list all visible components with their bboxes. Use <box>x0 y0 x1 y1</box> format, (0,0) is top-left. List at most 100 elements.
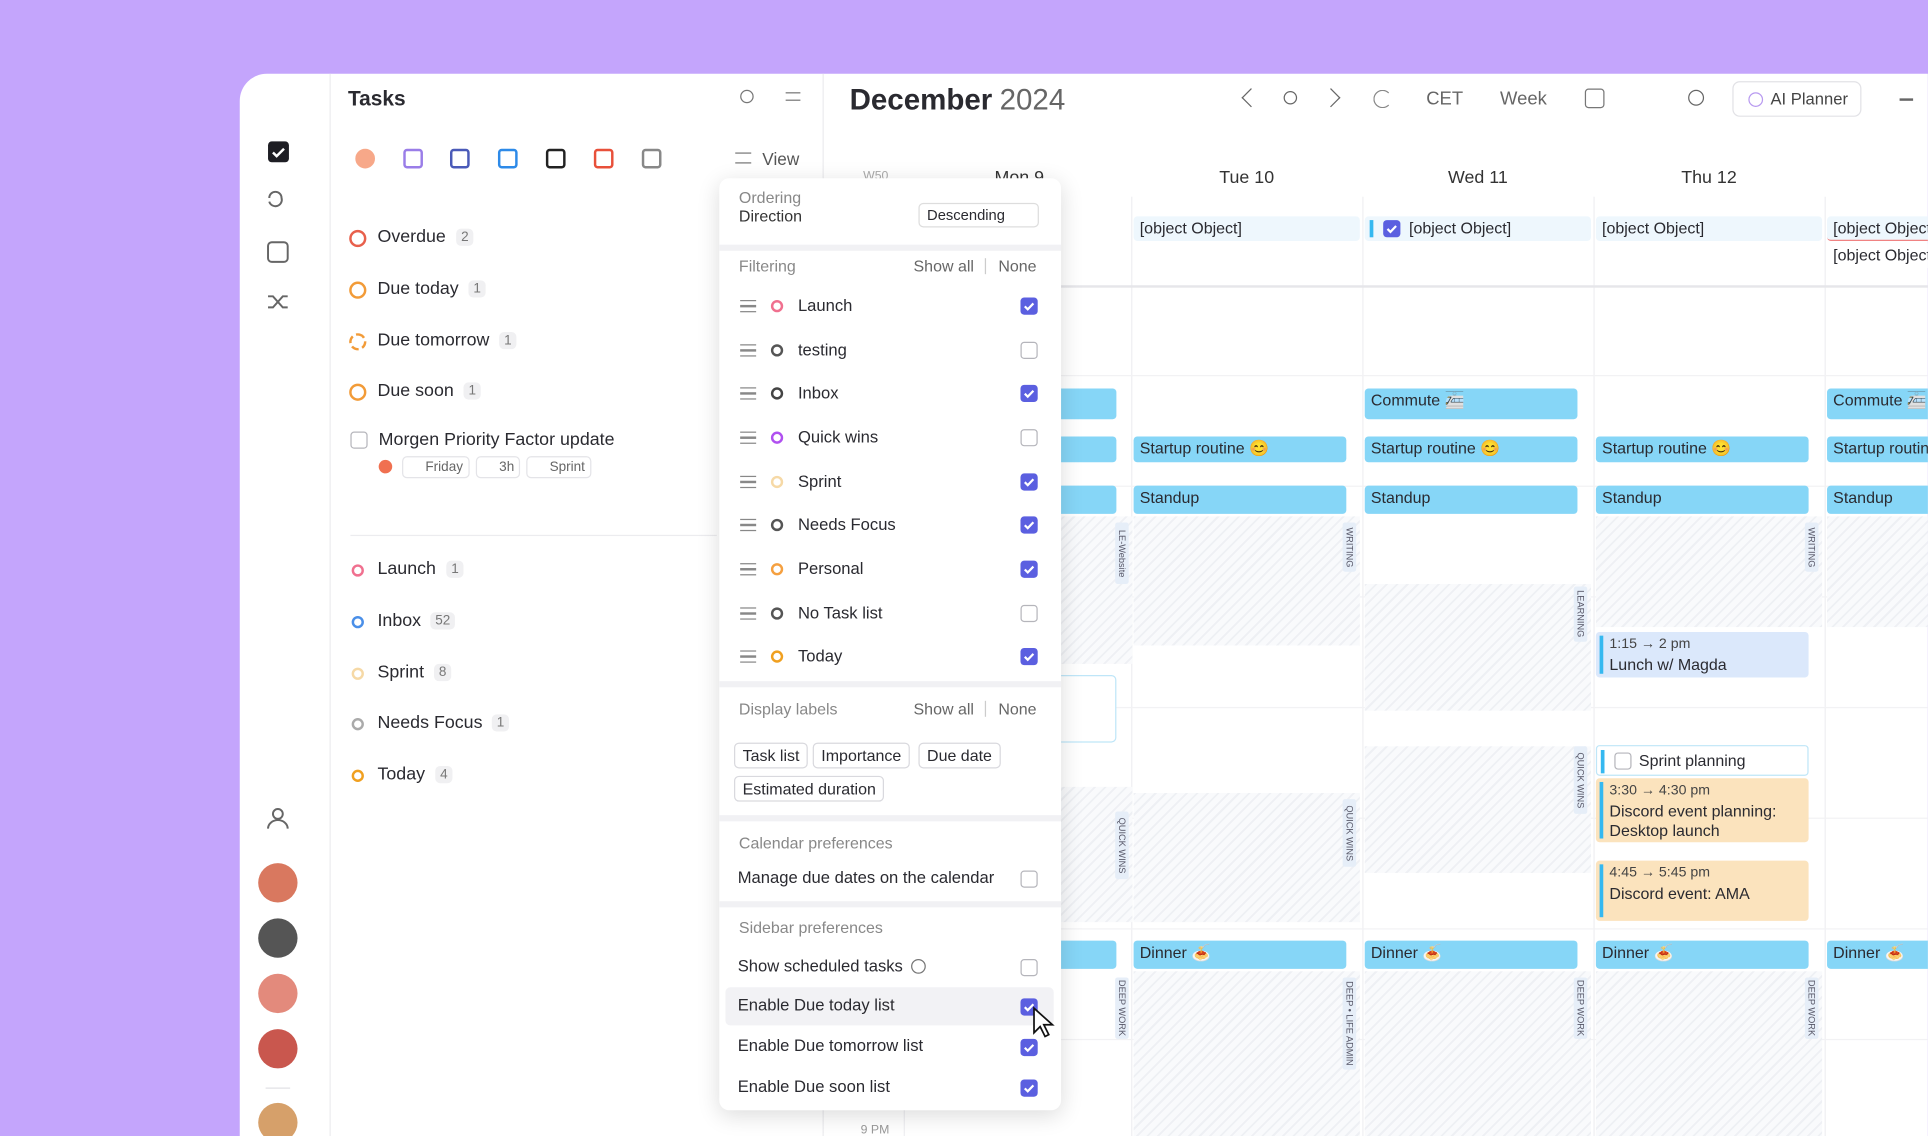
filter-checkbox[interactable] <box>1020 429 1038 447</box>
pref-checkbox[interactable] <box>1020 1038 1038 1057</box>
search-button[interactable] <box>740 89 754 104</box>
integration-icon[interactable] <box>641 148 662 169</box>
integration-icon[interactable] <box>403 148 423 169</box>
list-label[interactable]: Launch <box>377 559 436 580</box>
drag-handle[interactable] <box>740 344 757 357</box>
column-line <box>1824 196 1826 1136</box>
event[interactable]: Dinner 🍝 <box>1364 940 1578 969</box>
drag-handle[interactable] <box>740 607 757 620</box>
month: December <box>849 83 993 117</box>
refresh[interactable] <box>1373 89 1392 109</box>
dropdown-value: Descending <box>927 206 1005 224</box>
event[interactable]: Dinner 🍝 <box>1827 940 1928 969</box>
event[interactable]: Standup <box>1827 485 1928 514</box>
label-chip[interactable]: Task list <box>734 742 809 769</box>
minimize[interactable] <box>1899 98 1914 101</box>
label-chip[interactable]: Importance <box>812 742 910 769</box>
drag-handle[interactable] <box>740 518 757 532</box>
task-tag: 3h <box>475 456 521 479</box>
integration-icon[interactable] <box>545 148 566 169</box>
event[interactable]: Standup <box>1595 485 1809 514</box>
event-checkbox[interactable] <box>1383 220 1401 238</box>
show-all[interactable]: Show all <box>913 699 974 719</box>
integration-icon[interactable] <box>355 148 375 169</box>
calendar-picker[interactable] <box>1584 88 1605 109</box>
link-icon[interactable] <box>268 190 283 208</box>
filter-checkbox[interactable] <box>1020 473 1038 491</box>
label-chip[interactable]: Due date <box>918 742 1001 769</box>
list-label[interactable]: Inbox <box>377 611 422 631</box>
show-all[interactable]: Show all <box>913 256 974 276</box>
calendar-icon[interactable] <box>267 241 289 263</box>
event[interactable]: Startup routine 😊 <box>1133 436 1347 463</box>
list-label[interactable]: Needs Focus <box>377 713 483 733</box>
list-ring <box>351 718 364 731</box>
drag-handle[interactable] <box>740 650 757 663</box>
view-button[interactable]: View <box>762 148 800 169</box>
list-label[interactable]: Due tomorrow <box>377 330 490 351</box>
event[interactable]: Dinner 🍝 <box>1595 940 1809 969</box>
pref-checkbox[interactable] <box>1020 1079 1038 1097</box>
list-label[interactable]: Due soon <box>377 381 454 401</box>
label-chip[interactable]: Estimated duration <box>734 775 885 802</box>
event[interactable]: Startup routine 😊 <box>1595 436 1809 463</box>
filter-checkbox[interactable] <box>1020 516 1038 534</box>
filter-checkbox[interactable] <box>1020 384 1038 403</box>
event[interactable]: 3:30 → 4:30 pm Discord event planning: De… <box>1595 778 1809 843</box>
today[interactable] <box>1283 90 1298 105</box>
event[interactable]: Sprint planning <box>1595 745 1809 776</box>
all-day-event[interactable]: [object Object] <box>1827 243 1928 269</box>
ordering-dropdown[interactable]: Descending <box>918 202 1039 228</box>
pref-checkbox[interactable] <box>1020 959 1038 977</box>
event[interactable]: Standup <box>1364 485 1578 514</box>
integration-icon[interactable] <box>449 148 470 169</box>
view-switch[interactable]: Week <box>1499 88 1547 110</box>
drag-handle[interactable] <box>740 387 757 400</box>
event[interactable]: Startup routine 😊 <box>1827 436 1928 463</box>
filter-checkbox[interactable] <box>1020 647 1038 666</box>
event[interactable]: Startup routine 😊 <box>1364 436 1578 463</box>
event[interactable]: Dinner 🍝 <box>1133 940 1347 969</box>
filter-checkbox[interactable] <box>1020 341 1038 360</box>
none[interactable]: None <box>998 256 1037 276</box>
task-title[interactable]: Morgen Priority Factor update <box>378 430 615 450</box>
filter-checkbox[interactable] <box>1020 604 1038 623</box>
drag-handle[interactable] <box>740 431 757 444</box>
event[interactable]: Commute 🚈 <box>1364 388 1578 420</box>
event-checkbox[interactable] <box>1614 752 1632 770</box>
integration-icon[interactable] <box>593 148 614 169</box>
task-checkbox[interactable] <box>350 431 368 449</box>
tasks-icon[interactable] <box>268 141 289 163</box>
drag-handle[interactable] <box>740 563 757 576</box>
event[interactable]: Standup <box>1133 485 1347 514</box>
list-label[interactable]: Sprint <box>377 662 425 683</box>
filter-checkbox[interactable] <box>1020 560 1038 578</box>
drag-handle[interactable] <box>740 475 757 489</box>
view-button-icon[interactable] <box>735 152 752 164</box>
all-day-event[interactable]: [object Object] <box>1133 216 1360 241</box>
event[interactable]: 1:15 → 2 pm Lunch w/ Magda <box>1595 631 1809 678</box>
list-label[interactable]: Overdue <box>377 227 446 248</box>
all-day-event[interactable]: [object Object] <box>1595 216 1823 241</box>
drag-handle[interactable] <box>740 299 757 313</box>
all-day-event[interactable]: [object Object] <box>1827 216 1928 241</box>
filter-checkbox[interactable] <box>1020 297 1038 315</box>
event-bar <box>1599 864 1604 918</box>
filter-button[interactable] <box>785 92 801 101</box>
ai-planner-button[interactable]: AI Planner <box>1732 81 1862 117</box>
integration-icon[interactable] <box>497 148 518 169</box>
event[interactable]: 4:45 → 5:45 pm Discord event: AMA <box>1595 860 1809 921</box>
list-label[interactable]: Due today <box>377 279 459 299</box>
section-title: Filtering <box>738 256 796 276</box>
search[interactable] <box>1688 89 1705 106</box>
timezone[interactable]: CET <box>1426 88 1464 110</box>
shuffle-icon[interactable] <box>268 295 288 309</box>
event-title: Discord event planning: Desktop launch <box>1609 801 1777 840</box>
list-label[interactable]: Today <box>377 764 426 785</box>
people-icon[interactable] <box>271 808 284 820</box>
none[interactable]: None <box>998 699 1037 719</box>
pref-checkbox[interactable] <box>1020 870 1038 888</box>
all-day-event[interactable]: [object Object] <box>1364 216 1591 241</box>
all-day-separator <box>836 285 1928 288</box>
event[interactable]: Commute 🚈 <box>1827 388 1928 420</box>
